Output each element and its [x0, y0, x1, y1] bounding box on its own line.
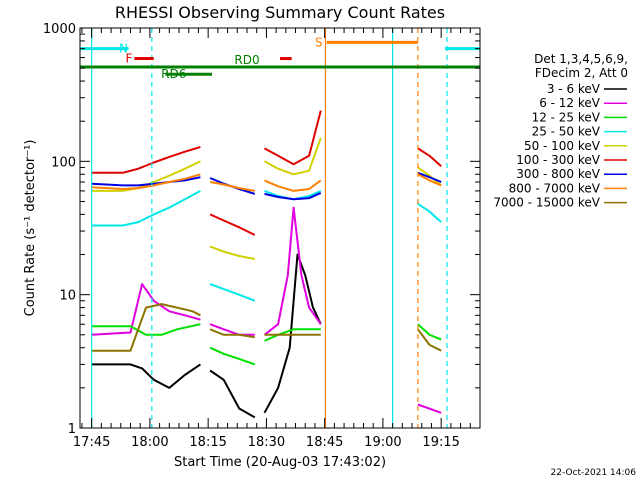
- x-tick-label: 19:15: [422, 435, 459, 450]
- x-tick-label: 18:15: [189, 435, 226, 450]
- series-line: [209, 283, 256, 302]
- annotation-label: S: [315, 35, 323, 49]
- series-line: [263, 206, 322, 336]
- x-axis-label: Start Time (20-Aug-03 17:43:02): [174, 455, 386, 470]
- series-line: [417, 202, 442, 223]
- legend-label: 25 - 50 keV: [532, 125, 601, 139]
- y-axis-label: Count Rate (s⁻¹ detector⁻¹): [23, 140, 38, 317]
- series-line: [263, 253, 322, 414]
- x-tick-label: 18:30: [248, 435, 285, 450]
- series-line: [417, 328, 442, 352]
- legend: Det 1,3,4,5,6,9, FDecim 2, Att 0 3 - 6 k…: [493, 52, 628, 210]
- chart-title: RHESSI Observing Summary Count Rates: [115, 3, 445, 22]
- legend-label: 7000 - 15000 keV: [493, 196, 600, 210]
- series-line: [417, 403, 442, 414]
- x-tick-label: 17:45: [73, 435, 110, 450]
- series-line: [209, 346, 256, 366]
- annotation-label: F: [125, 52, 132, 66]
- y-tick-label: 100: [51, 155, 76, 170]
- annotation-label: RD6: [161, 67, 186, 81]
- annotation-label: RD0: [234, 53, 259, 67]
- series-line: [264, 179, 322, 192]
- plot-frame: [79, 27, 481, 429]
- x-tick-label: 18:45: [306, 435, 343, 450]
- series-line: [91, 173, 201, 190]
- legend-header-line-1: Det 1,3,4,5,6,9,: [534, 52, 628, 66]
- x-tick-label: 18:00: [131, 435, 168, 450]
- legend-label: 50 - 100 keV: [524, 139, 601, 153]
- legend-label: 12 - 25 keV: [532, 110, 601, 124]
- series-line: [91, 363, 201, 389]
- series-line: [91, 303, 201, 352]
- series-line: [417, 147, 442, 167]
- y-tick-label: 1: [68, 422, 76, 437]
- series-line: [264, 328, 321, 342]
- annotation-layer: NF S RD0 RD6: [80, 35, 480, 81]
- legend-label: 800 - 7000 keV: [509, 181, 601, 195]
- series-line: [417, 171, 442, 183]
- series-line: [91, 160, 201, 192]
- axis-layer: 1 10 100 1000 17:45 18:00 18:15 18:30 18:45 19:00…: [43, 22, 480, 450]
- x-tick-label: 19:00: [364, 435, 401, 450]
- legend-label: 300 - 800 keV: [516, 167, 600, 181]
- series-line: [91, 146, 201, 174]
- series-line: [264, 110, 322, 166]
- y-tick-label: 10: [59, 289, 76, 304]
- annotation-label: N: [119, 42, 128, 56]
- y-tick-label: 1000: [43, 22, 76, 37]
- series-line: [91, 176, 201, 187]
- marker-layer: [91, 28, 448, 428]
- series-line: [209, 181, 255, 192]
- series-line: [209, 213, 256, 236]
- legend-label: 100 - 300 keV: [516, 153, 600, 167]
- series-line: [209, 323, 255, 336]
- legend-label: 3 - 6 keV: [547, 82, 601, 96]
- series-line: [417, 173, 442, 187]
- series-line: [91, 283, 201, 336]
- series-line: [91, 323, 201, 336]
- series-line: [264, 137, 322, 176]
- series-line: [417, 166, 442, 187]
- series-line: [91, 190, 201, 227]
- footer-date: 22-Oct-2021 14:06: [551, 468, 637, 478]
- series-line: [264, 191, 322, 201]
- series-line: [209, 328, 255, 339]
- series-line: [209, 369, 256, 419]
- legend-label: 6 - 12 keV: [539, 96, 601, 110]
- legend-header-line-2: FDecim 2, Att 0: [535, 66, 628, 80]
- series-line: [209, 245, 255, 260]
- series-line: [417, 323, 442, 341]
- series-layer: [91, 110, 442, 419]
